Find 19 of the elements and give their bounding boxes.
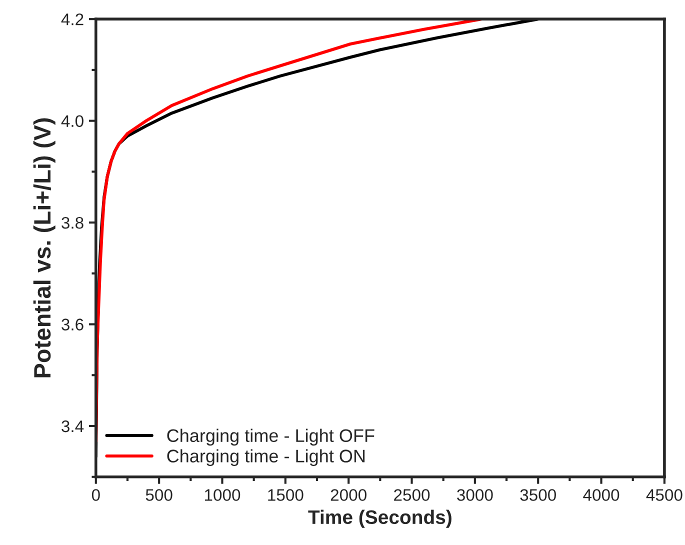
x-tick-label: 0 [92, 489, 100, 501]
y-tick-label: 4.0 [61, 115, 84, 128]
x-axis-title: Time (Seconds) [308, 510, 452, 528]
y-tick-label: 3.6 [62, 318, 84, 330]
y-tick-label: 3.8 [62, 216, 84, 229]
x-tick-label: 1500 [268, 489, 304, 501]
y-tick-label: 4.2 [61, 13, 84, 26]
x-tick-label: 3000 [457, 489, 493, 501]
x-tick-label: 3500 [520, 489, 556, 501]
legend-label: Charging time - Light ON [167, 449, 365, 466]
x-tick-label: 1000 [204, 489, 240, 501]
x-tick-label: 500 [146, 489, 172, 501]
legend-label: Charging time - Light OFF [167, 428, 374, 446]
x-tick-label: 2500 [394, 489, 430, 501]
y-tick-label: 3.4 [62, 420, 84, 432]
y-axis-title: Potential vs. (Li+/Li) (V) [33, 118, 56, 378]
x-tick-label: 4000 [583, 489, 620, 501]
x-tick-label: 2000 [330, 489, 366, 501]
x-tick-label: 4500 [646, 489, 682, 501]
